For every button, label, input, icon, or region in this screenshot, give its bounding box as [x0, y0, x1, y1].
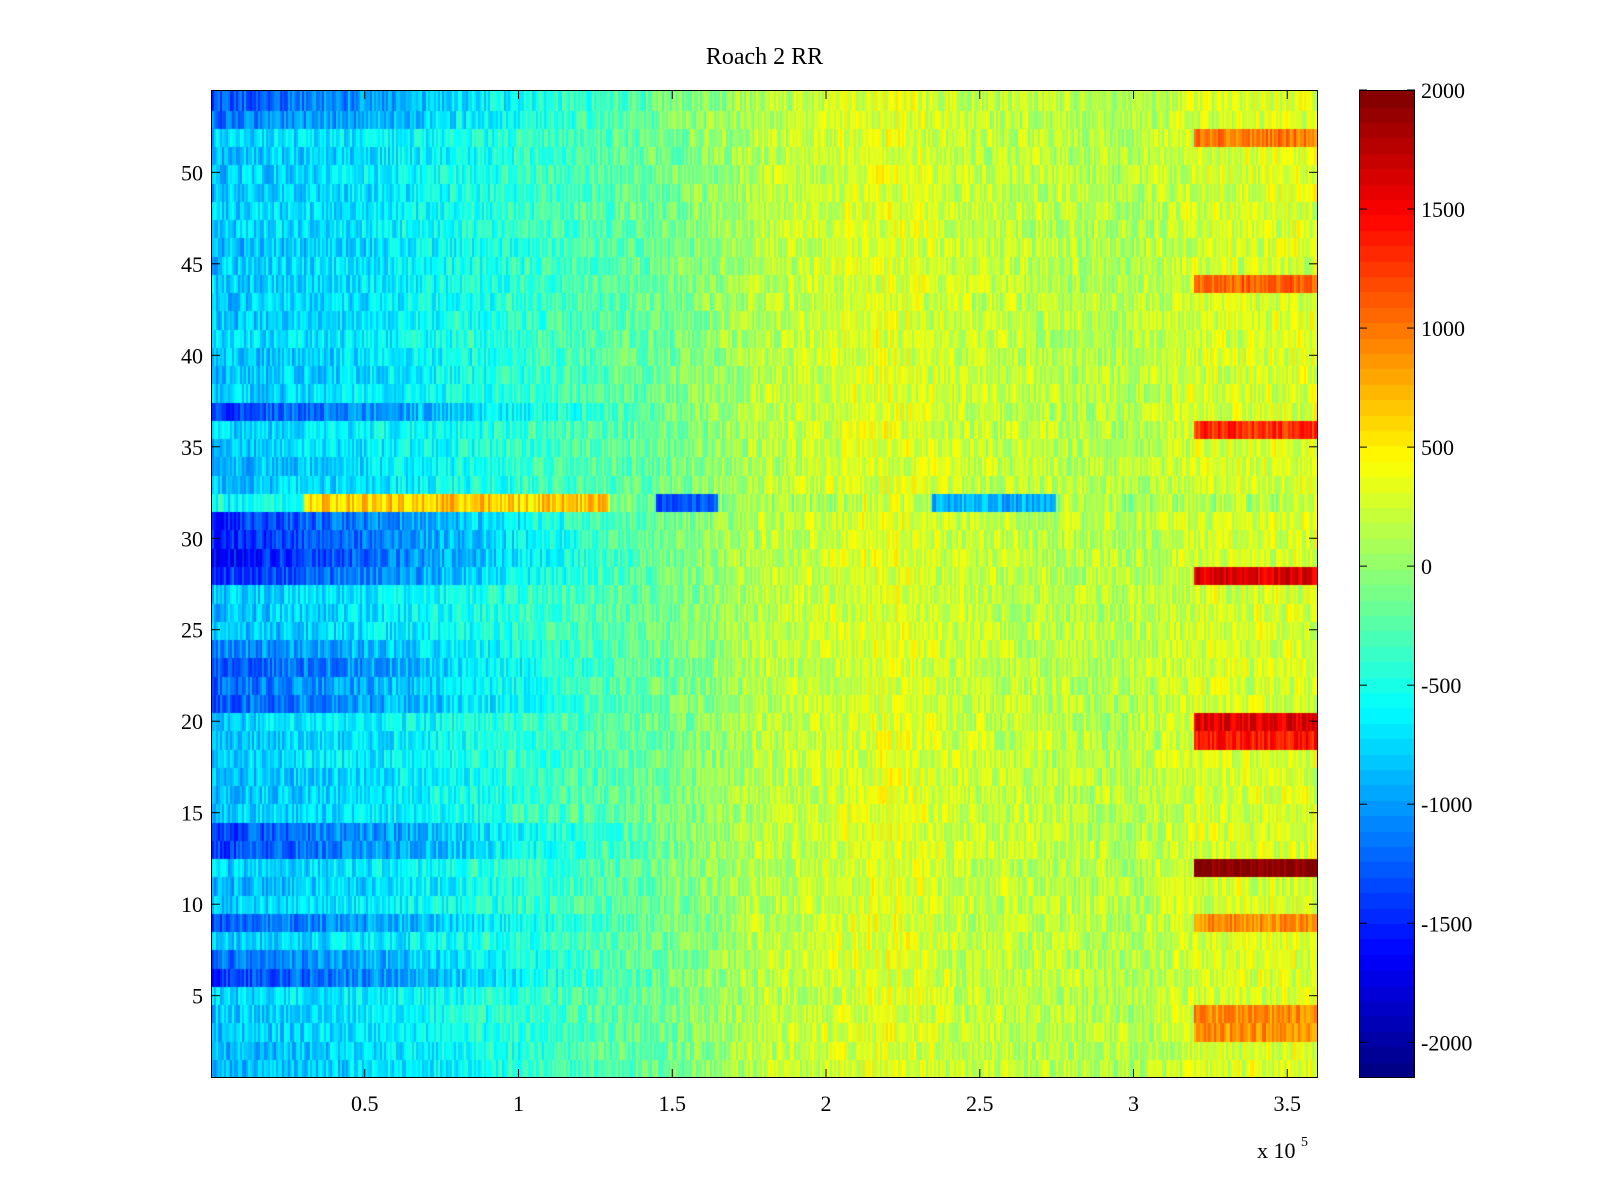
x-multiplier-exponent: 5 — [1301, 1135, 1308, 1150]
y-tick-label: 10 — [181, 892, 203, 917]
y-tick-label: 35 — [181, 435, 203, 460]
x-tick-label: 2.5 — [966, 1091, 994, 1116]
x-tick-label: 3 — [1128, 1091, 1139, 1116]
y-tick-label: 40 — [181, 343, 203, 368]
y-axis: 5 10 15 20 25 30 35 40 45 50 — [181, 160, 1318, 1009]
x-tick-label: 0.5 — [351, 1091, 379, 1116]
colorbar-tick-label: 2000 — [1421, 78, 1465, 103]
colorbar-tick-label: -500 — [1421, 673, 1461, 698]
y-tick-label: 30 — [181, 526, 203, 551]
heatmap-image — [212, 91, 1317, 1077]
x-tick-label: 3.5 — [1274, 1091, 1302, 1116]
colorbar-tick-label: 1500 — [1421, 197, 1465, 222]
x-axis: 0.5 1 1.5 2 2.5 3 3.5 — [351, 90, 1301, 1116]
colorbar-tick-label: 1000 — [1421, 316, 1465, 341]
chart-title: Roach 2 RR — [705, 44, 824, 70]
colorbar-tick-label: -2000 — [1421, 1030, 1472, 1055]
y-tick-label: 45 — [181, 252, 203, 277]
x-tick-label: 1 — [513, 1091, 524, 1116]
colorbar — [1359, 90, 1415, 1078]
colorbar-tick-label: 0 — [1421, 554, 1432, 579]
colorbar-tick-label: 500 — [1421, 435, 1454, 460]
y-tick-label: 15 — [181, 801, 203, 826]
colorbar-axis: 2000 1500 1000 500 0 -500 -1000 -1500 -2000 — [1359, 78, 1472, 1055]
x-tick-label: 2 — [821, 1091, 832, 1116]
y-tick-label: 5 — [192, 984, 203, 1009]
y-tick-label: 20 — [181, 709, 203, 734]
x-multiplier: x 10 5 — [1257, 1135, 1308, 1163]
colorbar-tick-label: -1500 — [1421, 911, 1472, 936]
x-tick-label: 1.5 — [659, 1091, 687, 1116]
plot-area — [211, 90, 1318, 1078]
y-tick-label: 50 — [181, 160, 203, 185]
colorbar-tick-label: -1000 — [1421, 792, 1472, 817]
colorbar-gradient — [1360, 91, 1414, 1077]
x-multiplier-base: x 10 — [1257, 1138, 1296, 1163]
y-tick-label: 25 — [181, 618, 203, 643]
